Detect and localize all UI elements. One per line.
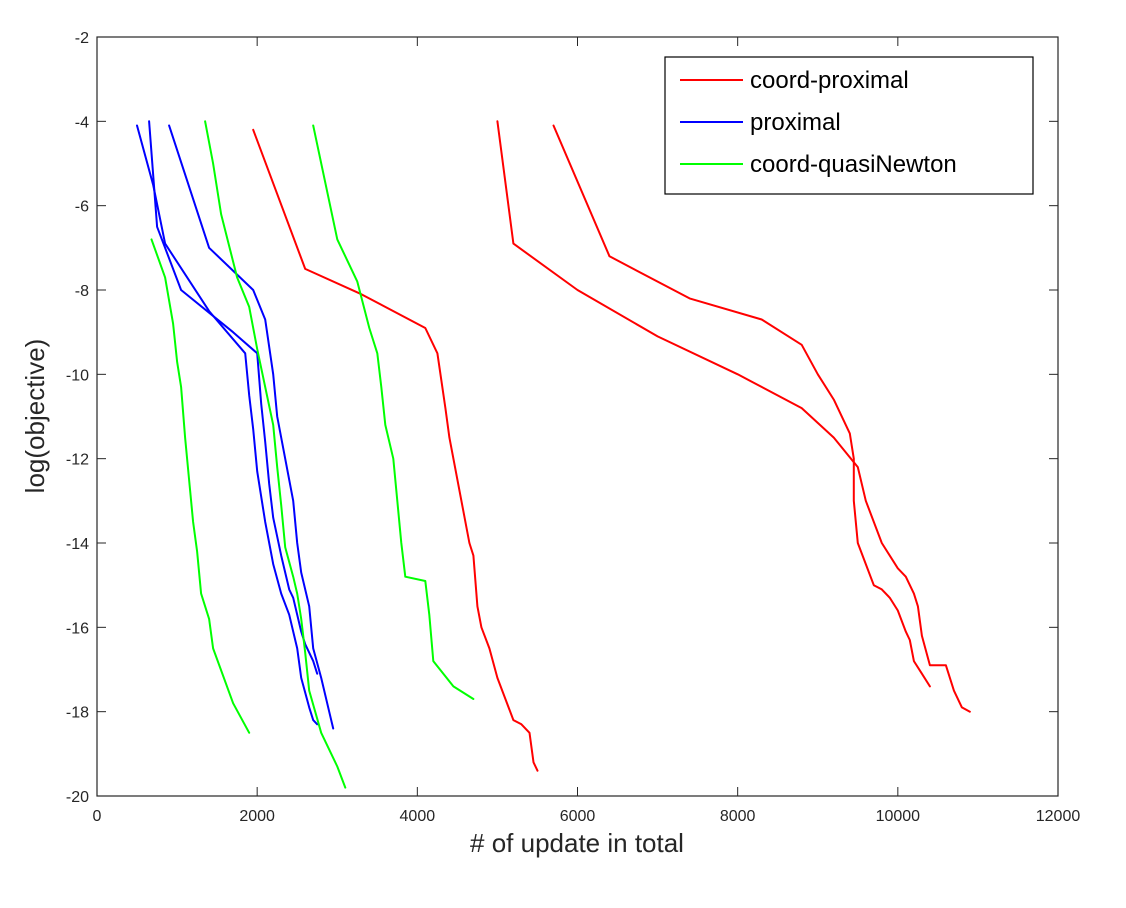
legend: coord-proximal proximal coord-quasiNewto… [664, 56, 1034, 195]
series-line-coord-quasiNewton-7 [150, 238, 251, 734]
legend-label-coord-quasinewton: coord-quasiNewton [750, 151, 957, 178]
y-tick-label: -10 [66, 367, 89, 384]
series-line-coord-proximal-2 [552, 124, 931, 688]
y-tick-label: -18 [66, 705, 89, 722]
x-tick-label: 10000 [876, 808, 921, 825]
y-tick-label: -8 [75, 283, 89, 300]
series-line-coord-proximal-0 [252, 128, 539, 772]
y-axis-label: log(objective) [20, 339, 50, 494]
x-tick-label: 2000 [239, 808, 275, 825]
y-tick-label: -6 [75, 199, 89, 216]
x-axis-label: # of update in total [470, 828, 684, 858]
y-tick-label: -2 [75, 30, 89, 47]
y-tick-label: -16 [66, 620, 89, 637]
y-tick-label: -4 [75, 114, 89, 131]
legend-label-proximal: proximal [750, 109, 841, 136]
x-tick-label: 12000 [1036, 808, 1081, 825]
series-line-coord-proximal-1 [496, 120, 971, 713]
series-line-proximal-5 [168, 124, 335, 730]
y-tick-label: -12 [66, 452, 89, 469]
series-line-coord-quasiNewton-6 [204, 120, 347, 789]
legend-label-coord-proximal: coord-proximal [750, 67, 909, 94]
x-tick-label: 4000 [400, 808, 436, 825]
series-line-coord-quasiNewton-8 [312, 124, 475, 700]
series-line-proximal-3 [136, 124, 319, 726]
x-tick-label: 6000 [560, 808, 596, 825]
series-layer [136, 120, 971, 789]
y-tick-label: -14 [66, 536, 89, 553]
x-tick-label: 8000 [720, 808, 756, 825]
x-tick-label: 0 [93, 808, 102, 825]
ticks-layer: 0 2000 4000 6000 8000 10000 12000 -20 -18 -16 -14 -… [66, 30, 1080, 825]
y-tick-label: -20 [66, 789, 89, 806]
